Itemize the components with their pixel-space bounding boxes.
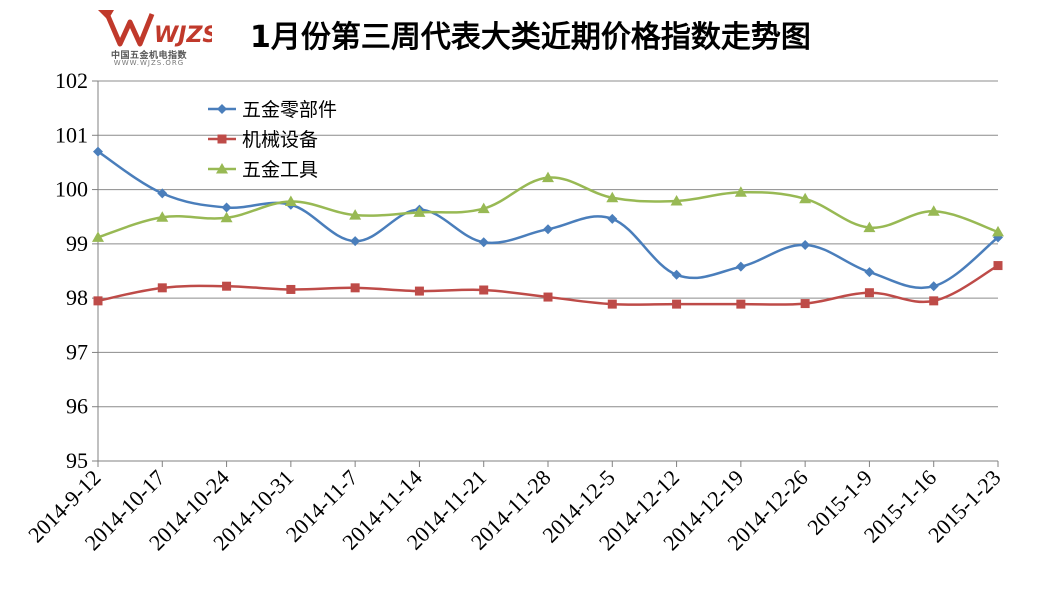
legend-marker — [217, 134, 227, 144]
legend-label: 五金工具 — [242, 159, 318, 181]
data-point — [864, 267, 875, 278]
data-point — [284, 195, 297, 207]
logo-url-text: WWW.WJZS.ORG — [113, 59, 185, 67]
y-tick-label: 95 — [66, 448, 88, 473]
data-point — [157, 283, 167, 293]
legend-label: 机械设备 — [242, 129, 318, 151]
data-point — [992, 225, 1004, 237]
gridlines — [98, 80, 998, 408]
data-point — [350, 283, 360, 293]
data-point — [349, 209, 362, 220]
data-point — [92, 231, 104, 242]
data-point — [157, 188, 168, 199]
data-point — [800, 239, 811, 250]
data-point — [736, 299, 746, 309]
data-point — [221, 202, 232, 213]
logo-mark-text: WJZS — [154, 23, 212, 48]
logo-chinese-text: 中国五金机电指数 — [110, 51, 187, 61]
data-point — [735, 261, 746, 272]
data-point — [542, 171, 554, 183]
data-point — [864, 288, 874, 298]
data-point — [220, 211, 233, 223]
wjzs-logo: WJZS 中国五金机电指数 WWW.WJZS.ORG — [92, 8, 212, 67]
data-point — [413, 206, 426, 217]
data-point — [286, 284, 296, 294]
data-point — [993, 261, 1003, 271]
data-point — [929, 296, 939, 306]
data-point — [414, 286, 424, 296]
data-point — [350, 236, 361, 247]
data-point — [543, 292, 553, 302]
y-tick-label: 101 — [55, 122, 88, 147]
legend-marker — [217, 104, 227, 114]
data-point — [672, 299, 682, 309]
data-point — [93, 296, 103, 306]
series-1 — [93, 261, 1003, 309]
data-point — [671, 269, 682, 280]
y-tick-label: 97 — [66, 339, 88, 364]
data-point — [799, 192, 812, 204]
data-point — [928, 281, 939, 292]
data-point — [543, 224, 553, 235]
x-axis-tick-labels: 2014-9-122014-10-172014-10-242014-10-312… — [23, 465, 1005, 555]
y-tick-label: 100 — [55, 177, 88, 202]
axes — [92, 80, 999, 467]
legend-label: 五金零部件 — [242, 99, 337, 121]
series-lines — [92, 146, 1004, 309]
data-point — [93, 146, 103, 157]
series-0 — [93, 146, 1003, 292]
y-tick-label: 99 — [66, 231, 88, 256]
y-tick-label: 102 — [55, 68, 88, 93]
data-point — [927, 205, 940, 216]
data-point — [670, 194, 683, 206]
data-point — [222, 281, 232, 291]
y-tick-label: 96 — [66, 394, 88, 419]
data-point — [478, 237, 489, 248]
data-point — [734, 186, 747, 197]
data-point — [477, 202, 490, 214]
y-axis-tick-labels: 95 96 97 98 99 100 101 102 — [55, 68, 88, 473]
data-point — [800, 299, 810, 309]
data-point — [863, 221, 876, 233]
data-point — [479, 285, 489, 295]
series-2 — [92, 171, 1004, 242]
chart-title: 1月份第三周代表大类近期价格指数走势图 — [250, 20, 811, 55]
data-point — [607, 213, 618, 224]
y-tick-label: 98 — [66, 285, 88, 310]
data-point — [607, 299, 617, 309]
wjzs-logo-mark: WJZS — [98, 10, 212, 48]
data-point — [156, 211, 169, 222]
legend-marker — [216, 163, 228, 174]
data-point — [606, 191, 619, 203]
